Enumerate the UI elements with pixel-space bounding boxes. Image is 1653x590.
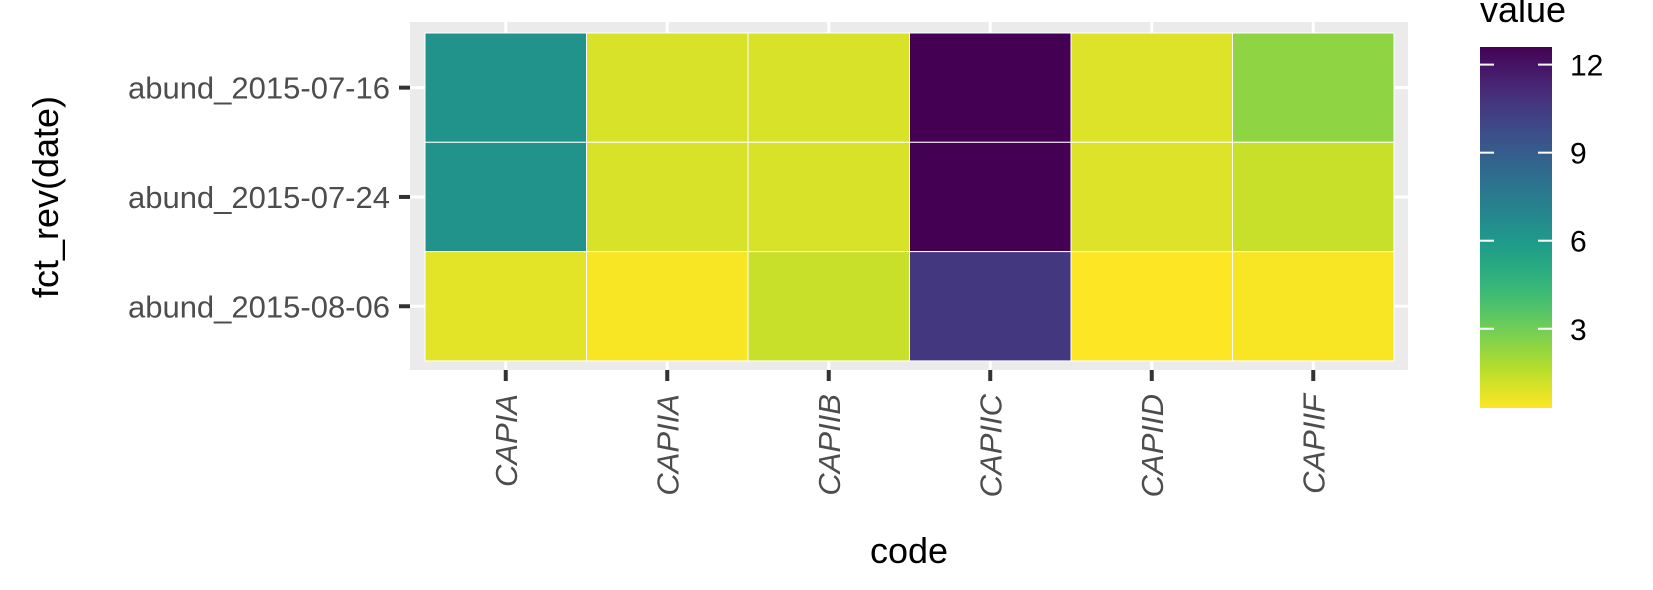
legend-tick-label: 3 (1570, 314, 1587, 347)
color-legend: value 3 6 9 12 (1480, 0, 1603, 408)
legend-title: value (1480, 0, 1566, 30)
x-tick-label: CAPIIA (650, 394, 685, 496)
heatmap-cell (747, 141, 910, 253)
y-tick-label: abund_2015-07-16 (128, 71, 390, 106)
x-axis: CAPIA CAPIIA CAPIIB CAPIIC CAPIID CAPIIF (489, 370, 1331, 497)
y-axis: abund_2015-07-16 abund_2015-07-24 abund_20… (128, 71, 410, 324)
heatmap-cell (586, 32, 749, 143)
y-axis-title: fct_rev(date) (25, 96, 66, 298)
heatmap-cell (1070, 141, 1233, 253)
heatmap-cell (747, 32, 910, 143)
x-tick-label: CAPIIC (973, 393, 1008, 497)
x-tick-label: CAPIIB (812, 394, 847, 496)
heatmap-cell (1232, 141, 1395, 253)
heatmap-cell (909, 251, 1072, 362)
heatmap-cell (1070, 251, 1233, 362)
y-tick-label: abund_2015-08-06 (128, 289, 390, 324)
heatmap-cells (424, 32, 1395, 362)
x-axis-title: code (870, 530, 948, 571)
heatmap-cell (1232, 251, 1395, 362)
heatmap-cell (747, 251, 910, 362)
heatmap-cell (1070, 32, 1233, 143)
x-tick-label: CAPIID (1135, 394, 1170, 497)
legend-tick-label: 12 (1570, 50, 1603, 83)
y-tick-label: abund_2015-07-24 (128, 180, 390, 215)
x-tick-label: CAPIIF (1296, 392, 1331, 494)
legend-tick-label: 6 (1570, 226, 1587, 259)
heatmap-cell (586, 141, 749, 253)
legend-ticks: 3 6 9 12 (1480, 50, 1603, 347)
legend-tick-label: 9 (1570, 138, 1587, 171)
heatmap-cell (1232, 32, 1395, 143)
heatmap-cell (909, 141, 1072, 253)
heatmap-cell (586, 251, 749, 362)
heatmap-cell (909, 32, 1072, 143)
heatmap-cell (424, 141, 587, 253)
heatmap-cell (424, 32, 587, 143)
legend-colorbar (1480, 47, 1552, 408)
x-tick-label: CAPIA (489, 394, 524, 487)
heatmap-cell (424, 251, 587, 362)
